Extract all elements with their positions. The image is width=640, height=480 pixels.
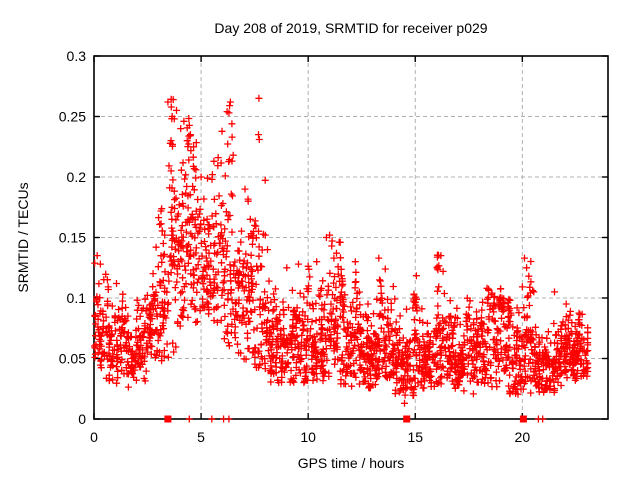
tick-labels: 0 5 10 15 20 0 0.05 0.1 0.15 0.2 0.25 0.3 (59, 48, 531, 445)
x-tick-label: 20 (515, 429, 531, 445)
y-tick-label: 0.3 (67, 48, 87, 64)
axis-ticks (93, 55, 608, 420)
y-tick-label: 0.2 (67, 169, 87, 185)
zero-plus-markers (185, 415, 547, 423)
chart-title: Day 208 of 2019, SRMTID for receiver p02… (214, 20, 487, 36)
x-tick-label: 0 (90, 429, 98, 445)
y-tick-label: 0.05 (59, 351, 86, 367)
x-tick-label: 5 (197, 429, 205, 445)
zero-square-marker (403, 415, 411, 423)
y-tick-label: 0.1 (67, 290, 87, 306)
data-points (91, 94, 592, 407)
zero-square-marker (164, 415, 172, 423)
zero-value-markers (164, 415, 547, 423)
x-tick-label: 10 (300, 429, 316, 445)
zero-square-marker (519, 415, 527, 423)
y-axis-label: SRMTID / TECUs (15, 182, 31, 292)
x-tick-label: 15 (407, 429, 423, 445)
y-tick-label: 0.15 (59, 230, 86, 246)
y-tick-label: 0 (78, 411, 86, 427)
x-axis-label: GPS time / hours (298, 455, 405, 471)
y-tick-label: 0.25 (59, 109, 86, 125)
